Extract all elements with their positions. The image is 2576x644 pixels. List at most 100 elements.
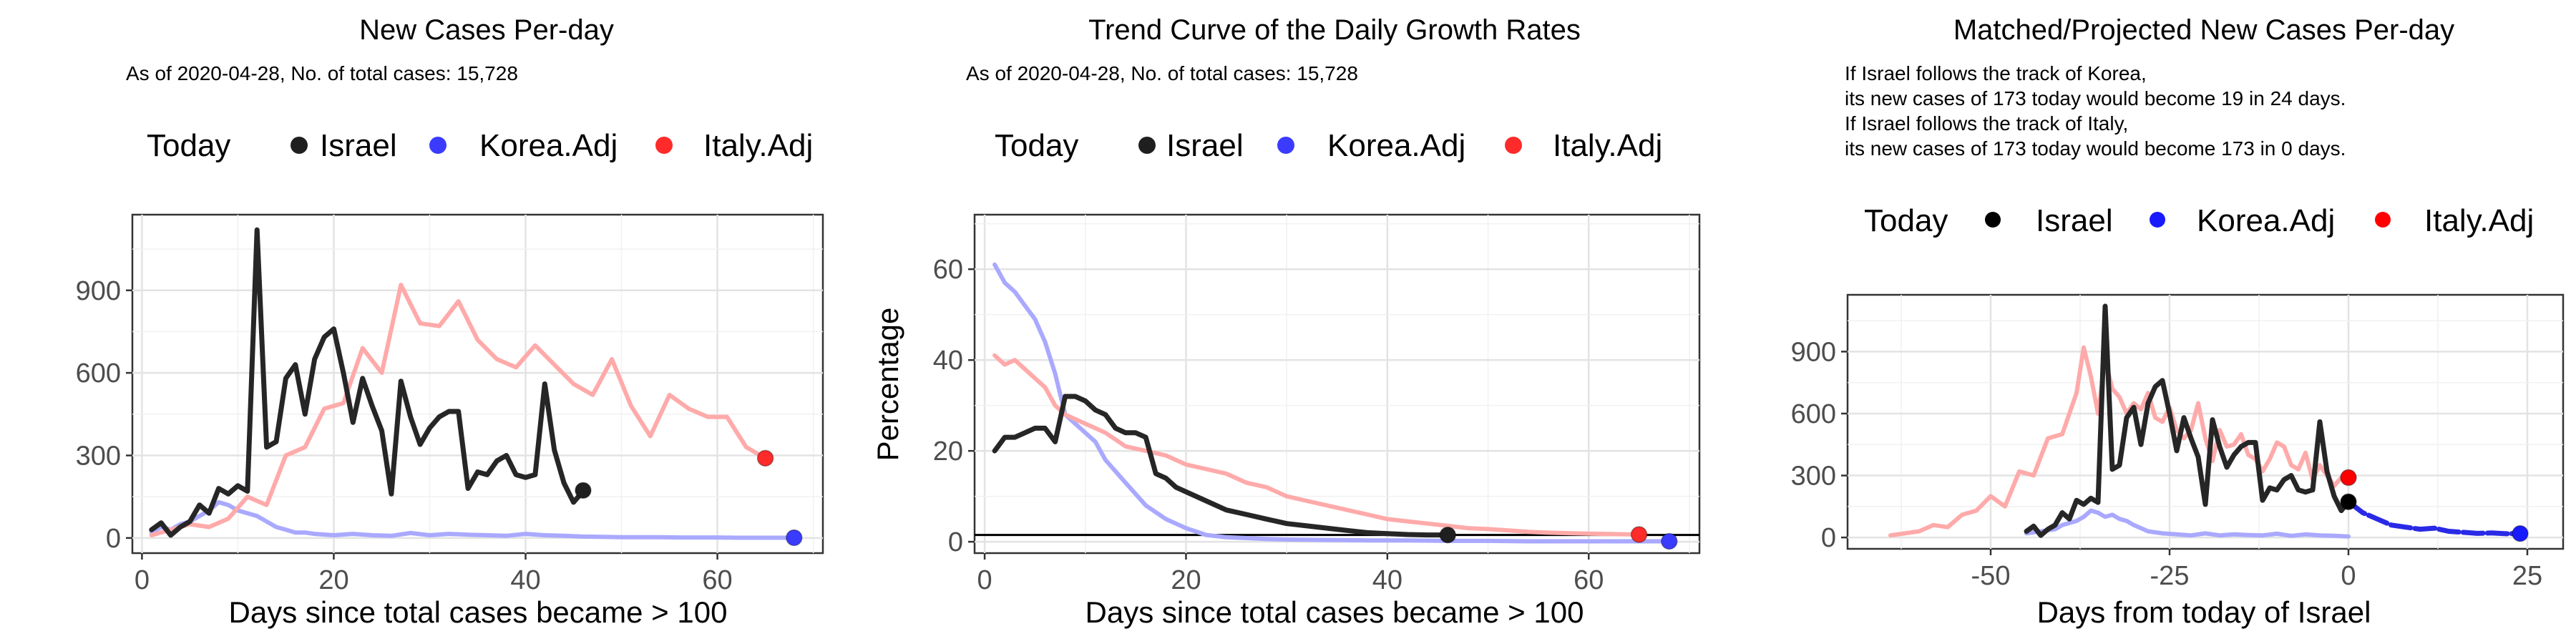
series-line-italy-adj — [149, 283, 768, 537]
panel1-legend-title: Today — [147, 128, 230, 163]
x-tick-label: 0 — [2341, 561, 2356, 591]
panel1-series — [149, 227, 796, 540]
series-line-korea-adj — [992, 262, 1672, 544]
today-point-korea-adj — [786, 529, 803, 547]
panel3-legend-korea-swatch — [2150, 212, 2165, 228]
panel3-today-points — [2340, 469, 2529, 542]
today-point-israel — [575, 482, 592, 499]
panel1-plot-border — [131, 213, 824, 555]
x-tick-label: -25 — [2150, 561, 2190, 591]
x-tick-label: 40 — [510, 565, 540, 595]
y-tick-label: 0 — [106, 524, 121, 554]
y-tick-label: 600 — [1791, 399, 1836, 429]
x-tick-label: 20 — [318, 565, 348, 595]
panel1-legend-korea: Korea.Adj — [479, 128, 618, 163]
panel1-legend-korea-swatch — [429, 137, 447, 154]
today-point-israel — [1439, 526, 1457, 544]
panel3-legend-italy: Italy.Adj — [2424, 203, 2534, 238]
x-tick-label: -50 — [1971, 561, 2011, 591]
panel-growth-rates: Trend Curve of the Daily Growth Rates As… — [871, 14, 1701, 629]
panel3-subtitle-line4: its new cases of 173 today would become … — [1845, 137, 2346, 160]
panel3-x-ticks: -50 -25 0 25 — [1971, 549, 2542, 591]
y-tick-label: 900 — [1791, 337, 1836, 367]
y-tick-label: 600 — [76, 358, 121, 389]
panel2-x-ticks: 0 20 40 60 — [977, 553, 1604, 595]
panel3-title: Matched/Projected New Cases Per-day — [1953, 14, 2454, 46]
x-tick-label: 0 — [977, 565, 992, 595]
today-point-italy-adj — [2340, 469, 2357, 487]
y-tick-label: 300 — [76, 441, 121, 471]
panel1-legend-israel-swatch — [291, 137, 308, 154]
panel-new-cases: New Cases Per-day As of 2020-04-28, No. … — [76, 14, 824, 629]
panel3-legend-israel: Israel — [2036, 203, 2113, 238]
panel2-legend-korea-swatch — [1277, 137, 1294, 154]
panel2-y-ticks: 0 20 40 60 — [933, 255, 975, 557]
panel2-legend-title: Today — [995, 128, 1078, 163]
panel1-grid — [132, 215, 823, 553]
series-line-israel — [149, 227, 586, 538]
panel2-legend-israel-swatch — [1138, 137, 1156, 154]
panel2-legend-korea: Korea.Adj — [1327, 128, 1465, 163]
panel3-legend-korea: Korea.Adj — [2197, 203, 2335, 238]
y-tick-label: 60 — [933, 255, 963, 285]
panel1-title: New Cases Per-day — [359, 14, 614, 46]
panel1-legend-israel: Israel — [320, 128, 397, 163]
y-tick-label: 20 — [933, 436, 963, 467]
panel2-series — [975, 262, 1699, 544]
panel3-legend-israel-swatch — [1985, 212, 2001, 228]
series-line-italy-adj — [992, 353, 1641, 537]
y-tick-label: 40 — [933, 346, 963, 376]
panel3-plot-border — [1846, 293, 2565, 550]
x-tick-label: 25 — [2512, 561, 2542, 591]
panel1-x-ticks: 0 20 40 60 — [135, 553, 733, 595]
panel3-series — [1888, 303, 2523, 539]
panel1-subtitle-line1: As of 2020-04-28, No. of total cases: 15… — [126, 62, 518, 84]
panel1-legend-italy-swatch — [655, 137, 673, 154]
y-tick-label: 900 — [76, 276, 121, 306]
panel3-x-axis-title: Days from today of Israel — [2037, 595, 2371, 629]
today-point-israel — [2340, 493, 2357, 510]
panel1-y-ticks: 0 300 600 900 — [76, 276, 132, 554]
today-point-korea-adj — [1661, 532, 1678, 550]
today-point-italy-adj — [756, 449, 774, 467]
series-line-korea-adj-projected — [2346, 499, 2523, 537]
panel3-subtitle-line3: If Israel follows the track of Italy, — [1845, 112, 2128, 135]
panel2-y-axis-title: Percentage — [871, 308, 904, 462]
x-tick-label: 60 — [702, 565, 732, 595]
series-line-italy-adj — [1888, 345, 2351, 538]
panel2-legend: Today Israel Korea.Adj Italy.Adj — [995, 128, 1662, 163]
panel2-legend-italy-swatch — [1505, 137, 1522, 154]
y-tick-label: 0 — [948, 527, 963, 557]
panel2-plot-border — [973, 213, 1701, 555]
panel3-legend-title: Today — [1864, 203, 1948, 238]
panel2-grid — [975, 215, 1699, 553]
y-tick-label: 0 — [1821, 523, 1836, 553]
series-line-israel — [992, 394, 1450, 538]
panel3-legend: Today Israel Korea.Adj Italy.Adj — [1864, 203, 2534, 238]
panel2-x-axis-title: Days since total cases became > 100 — [1085, 595, 1584, 629]
panel3-subtitle-line2: its new cases of 173 today would become … — [1845, 87, 2346, 109]
today-point-italy-adj — [1630, 526, 1648, 543]
y-tick-label: 300 — [1791, 462, 1836, 492]
panel2-legend-italy: Italy.Adj — [1553, 128, 1662, 163]
panel3-subtitle-line1: If Israel follows the track of Korea, — [1845, 62, 2147, 84]
x-tick-label: 0 — [135, 565, 150, 595]
panel1-legend: Today Israel Korea.Adj Italy.Adj — [147, 128, 813, 163]
panel1-x-axis-title: Days since total cases became > 100 — [229, 595, 728, 629]
today-point-korea-adj — [2512, 525, 2529, 542]
series-line-israel — [2024, 303, 2351, 538]
panel1-legend-italy: Italy.Adj — [703, 128, 813, 163]
panel1-today-points — [575, 449, 803, 547]
x-tick-label: 40 — [1372, 565, 1402, 595]
panel2-title: Trend Curve of the Daily Growth Rates — [1088, 14, 1581, 46]
panel2-today-points — [1439, 526, 1678, 550]
panel3-legend-italy-swatch — [2375, 212, 2391, 228]
panel2-subtitle-line1: As of 2020-04-28, No. of total cases: 15… — [966, 62, 1358, 84]
panel3-grid — [1848, 295, 2563, 549]
x-tick-label: 20 — [1171, 565, 1201, 595]
panel2-legend-israel: Israel — [1166, 128, 1244, 163]
series-line-korea-adj — [2024, 508, 2351, 539]
x-tick-label: 60 — [1574, 565, 1604, 595]
panel-projected-cases: Matched/Projected New Cases Per-day If I… — [1791, 14, 2565, 629]
